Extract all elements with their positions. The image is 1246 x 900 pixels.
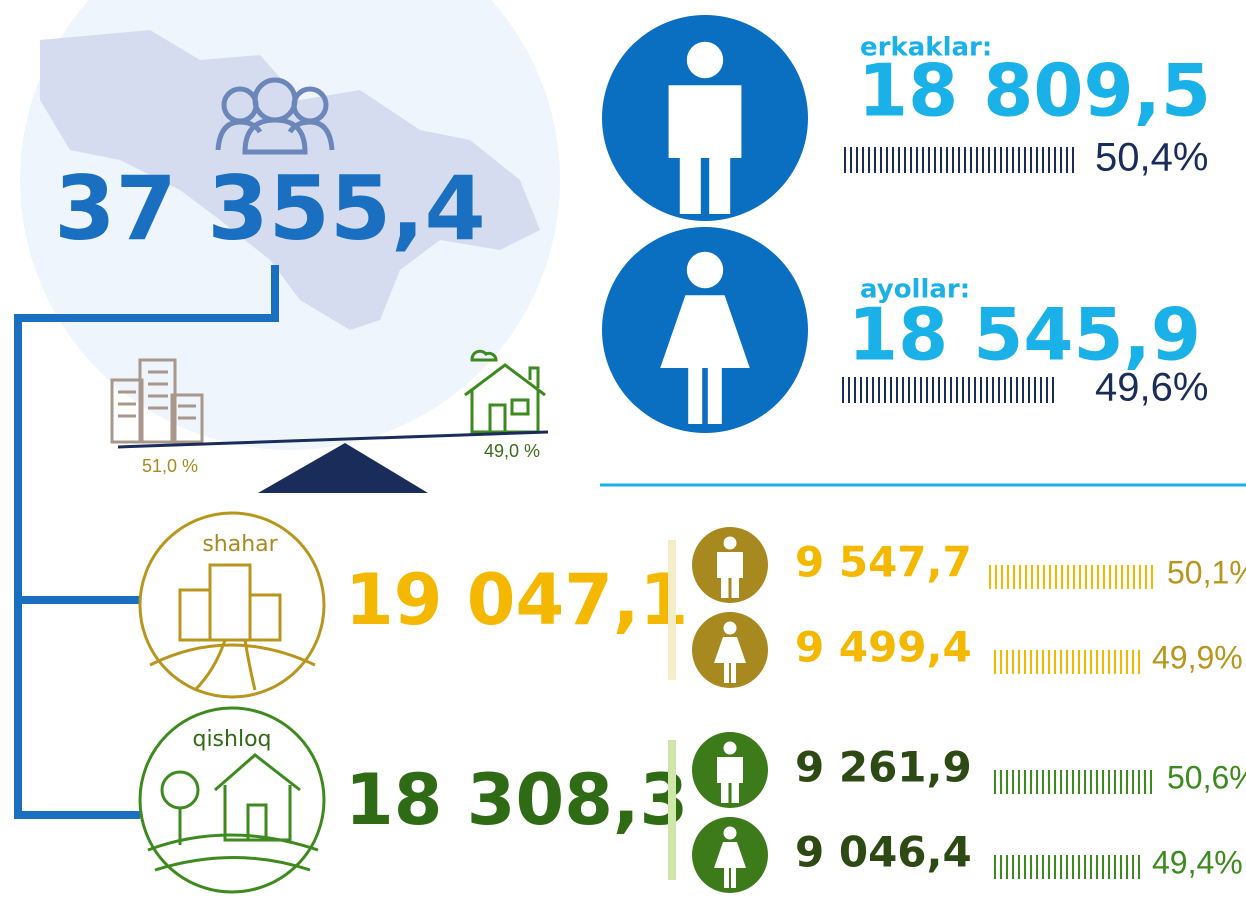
head: [723, 536, 737, 550]
rural-icon: [147, 753, 319, 872]
men-value: 9 547,7: [795, 538, 972, 587]
body: [668, 85, 742, 214]
urban-value: 19 047,1: [345, 559, 688, 641]
woman-icon: [714, 621, 746, 683]
head: [686, 251, 724, 289]
woman-icon: [714, 826, 746, 888]
urban-label: shahar: [202, 532, 278, 557]
rural-circle: [138, 706, 326, 894]
body: [660, 295, 750, 424]
city-icon: [110, 358, 204, 444]
urban-share: 51,0 %: [142, 456, 198, 476]
man-icon: [717, 536, 743, 598]
head: [723, 621, 737, 635]
men-percent: 50,4%: [1095, 136, 1208, 180]
head: [686, 41, 724, 79]
rural-label: qishloq: [192, 727, 271, 752]
seesaw: [117, 430, 549, 449]
women-value: 9 499,4: [795, 623, 972, 672]
man-icon: [668, 41, 742, 214]
women-label: ayollar:: [860, 275, 970, 305]
total-value: 37 355,4: [54, 157, 485, 260]
fulcrum: [258, 443, 428, 493]
women-percent: 49,9%: [1152, 639, 1243, 675]
women-value: 18 545,9: [848, 293, 1201, 377]
men-percent: 50,6%: [1167, 759, 1246, 795]
men-value: 9 261,9: [795, 743, 972, 792]
head: [723, 741, 737, 755]
rural-value: 18 308,3: [345, 759, 688, 841]
body: [717, 757, 743, 803]
body: [717, 552, 743, 598]
people-icon: [215, 77, 335, 155]
map-shape: [40, 30, 540, 330]
body: [714, 637, 746, 683]
body: [714, 842, 746, 888]
women-percent: 49,6%: [1095, 366, 1208, 410]
women-percent: 49,4%: [1152, 844, 1243, 880]
men-value: 18 809,5: [858, 49, 1211, 133]
women-value: 9 046,4: [795, 828, 972, 877]
men-label: erkaklar:: [860, 33, 992, 63]
rural-share: 49,0 %: [484, 441, 540, 461]
man-icon: [717, 741, 743, 803]
men-percent: 50,1%: [1167, 554, 1246, 590]
bracket: [14, 265, 279, 819]
woman-icon: [660, 251, 750, 424]
urban-icon: [149, 563, 316, 692]
head: [723, 826, 737, 840]
